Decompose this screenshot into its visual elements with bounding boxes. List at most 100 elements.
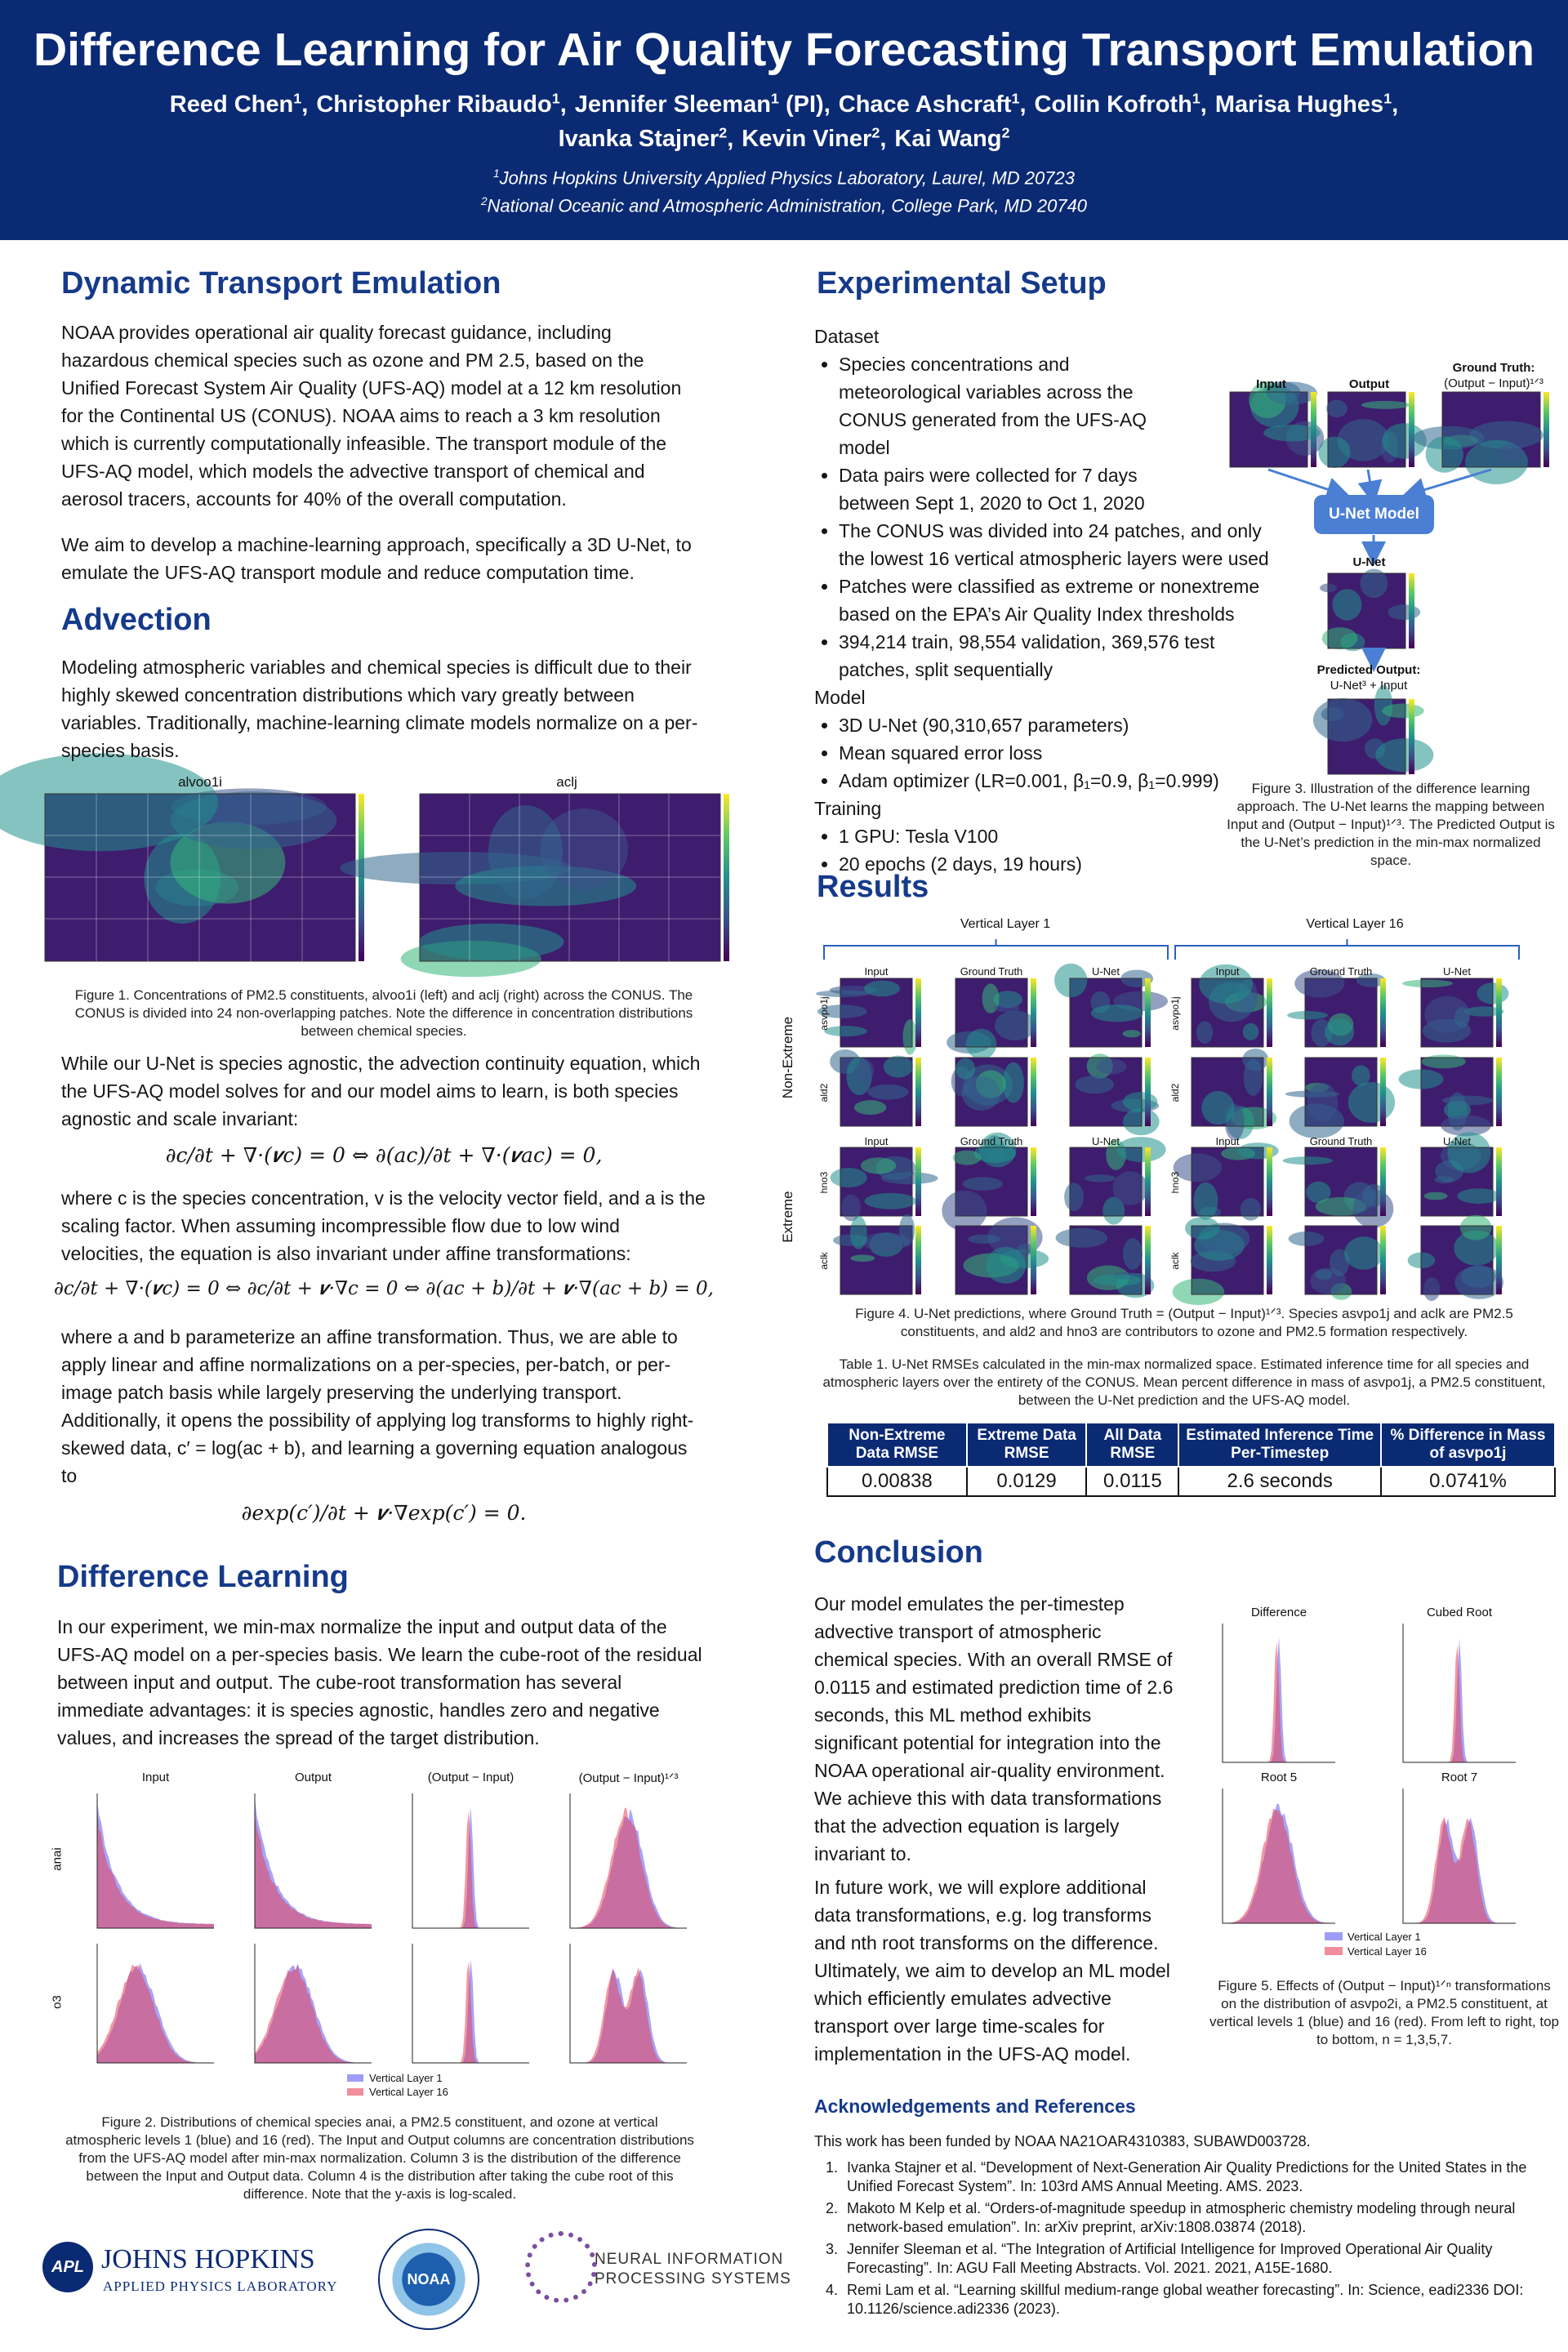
author-separator: ,	[1019, 91, 1027, 118]
author-line: Ivanka Stajner2, Kevin Viner2, Kai Wang2	[0, 124, 1568, 153]
heatmap-texture	[1459, 1214, 1492, 1241]
column-title: (Output − Input)¹ᐟ³	[578, 1771, 679, 1785]
heatmap-texture	[1282, 1156, 1334, 1165]
heatmap-texture	[965, 1028, 997, 1060]
axis-frame	[254, 1944, 372, 2064]
table-cell: 0.0741%	[1379, 1466, 1557, 1497]
table-cell: 0.0115	[1085, 1466, 1180, 1497]
heatmap-texture	[1075, 1075, 1115, 1094]
heatmap-frame	[955, 1225, 1028, 1295]
colorbar	[1496, 1058, 1502, 1126]
column-title: Input	[1215, 1135, 1240, 1147]
heatmap-frame	[1069, 978, 1143, 1048]
list-group-label: Training	[814, 798, 882, 819]
heatmap-frame	[1069, 1057, 1143, 1127]
colorbar	[1267, 1147, 1272, 1216]
histogram-shape	[570, 1807, 687, 1928]
author-name: Reed Chen	[169, 91, 294, 118]
heatmap-texture	[867, 1084, 909, 1100]
heatmap-texture	[952, 1150, 982, 1165]
colorbar	[1496, 978, 1502, 1047]
paragraph: NOAA provides operational air quality fo…	[61, 322, 682, 510]
heatmap-texture	[1454, 1230, 1499, 1266]
heatmap-texture	[1344, 1236, 1384, 1270]
panel-title: alvoo1i	[178, 774, 222, 790]
heatmap-texture	[987, 1217, 1043, 1258]
author-affiliation: 2	[871, 124, 880, 140]
heatmap-texture	[1112, 1171, 1148, 1205]
heatmap-frame	[1327, 391, 1406, 468]
heatmap-texture	[1447, 1132, 1491, 1174]
figure-label: Ground Truth:	[1452, 361, 1535, 375]
histogram-shape	[570, 1967, 687, 2063]
heatmap-texture	[1425, 436, 1463, 473]
heatmap-texture	[1265, 381, 1317, 405]
heatmap-texture	[1064, 1183, 1084, 1212]
bullet-list: 1 GPU: Tesla V10020 epochs (2 days, 19 h…	[814, 822, 1288, 878]
heatmap-texture	[1090, 1004, 1143, 1022]
heatmap-texture	[1463, 1006, 1504, 1017]
heatmap-frame	[840, 978, 913, 1048]
author-name: Marisa Hughes	[1214, 91, 1384, 118]
heatmap-texture	[1122, 1237, 1143, 1270]
colorbar	[1267, 1226, 1272, 1294]
figure-caption: Figure 2. Distributions of chemical spec…	[65, 2114, 694, 2202]
figure-caption: Figure 1. Concentrations of PM2.5 consti…	[74, 987, 693, 1039]
figure-label: Predicted Output:	[1316, 663, 1421, 677]
histogram-shape	[1223, 1642, 1335, 1762]
colorbar	[1145, 1058, 1151, 1126]
column-title: Ground Truth	[1309, 965, 1373, 978]
jhu-logo-text: JOHNS HOPKINS	[101, 2244, 315, 2274]
results-table: Non-Extreme Data RMSE Extreme Data RMSE Al…	[826, 1422, 1557, 1497]
column-title: Ground Truth	[960, 1135, 1023, 1147]
reference: Remi Lam et al. “Learning skillful mediu…	[842, 2281, 1552, 2319]
list-item: Adam optimizer (LR=0.001, β₁=0.9, β₁=0.9…	[839, 767, 1288, 795]
species-label: aclk	[818, 1252, 830, 1270]
list-item: 394,214 train, 98,554 validation, 369,57…	[839, 628, 1288, 684]
list-group-label: Model	[814, 687, 866, 708]
heatmap-texture	[942, 1190, 987, 1232]
heatmap-texture	[1199, 964, 1253, 1004]
layer-title: Vertical Layer 16	[1306, 917, 1404, 931]
heatmap-texture	[1362, 1183, 1386, 1207]
heatmap-frame	[1441, 391, 1541, 468]
author-affiliation: 1	[770, 90, 779, 106]
heatmap-texture	[1348, 1082, 1396, 1123]
table-header-cell: All Data RMSE	[1085, 1422, 1180, 1468]
column-title: U-Net	[1443, 1135, 1471, 1147]
figure-label: Output	[1348, 377, 1390, 391]
heatmap-frame	[1191, 1225, 1264, 1295]
heatmap-texture	[1306, 1181, 1331, 1203]
panel-title: Cubed Root	[1426, 1606, 1493, 1619]
colorbar	[1409, 699, 1414, 774]
author-separator: (PI),	[778, 91, 831, 118]
histogram-shape	[97, 1964, 214, 2063]
paragraph: Our model emulates the per-timestep adve…	[814, 1593, 1174, 1864]
author: Jennifer Sleeman1 (PI),	[575, 90, 831, 118]
author-affiliation: 1	[1192, 90, 1200, 106]
column-title: Input	[141, 1771, 170, 1784]
colorbar	[1544, 392, 1549, 467]
author-line: Reed Chen1, Christopher Ribaudo1, Jennifer…	[0, 90, 1568, 118]
figure-label: Input	[1256, 377, 1286, 391]
author-separator: ,	[1392, 91, 1399, 118]
heatmap-texture	[488, 805, 564, 900]
legend-swatch	[1325, 1932, 1343, 1940]
heatmap-texture	[985, 1246, 1027, 1284]
author: Kai Wang2	[894, 124, 1009, 152]
reference: Makoto M Kelp et al. “Orders-of-magnitud…	[842, 2199, 1552, 2237]
heatmap-texture	[1094, 1274, 1142, 1286]
author: Kevin Viner2,	[742, 124, 886, 152]
heatmap-texture	[1122, 1030, 1141, 1038]
heatmap-texture	[1307, 1082, 1339, 1122]
author-name: Collin Kofroth	[1034, 91, 1192, 118]
heatmap-texture	[850, 1215, 867, 1250]
colorbar	[915, 1147, 921, 1216]
table-row: 0.00838 0.0129 0.0115 2.6 seconds 0.0741%	[826, 1466, 1557, 1497]
heatmap-texture	[956, 1058, 976, 1080]
column-title: Input	[864, 965, 889, 978]
heatmap-texture	[982, 983, 1000, 1013]
legend-swatch	[347, 2074, 363, 2082]
bullet-list: Species concentrations and meteorologica…	[814, 350, 1288, 684]
legend-label: Vertical Layer 16	[369, 2086, 448, 2098]
